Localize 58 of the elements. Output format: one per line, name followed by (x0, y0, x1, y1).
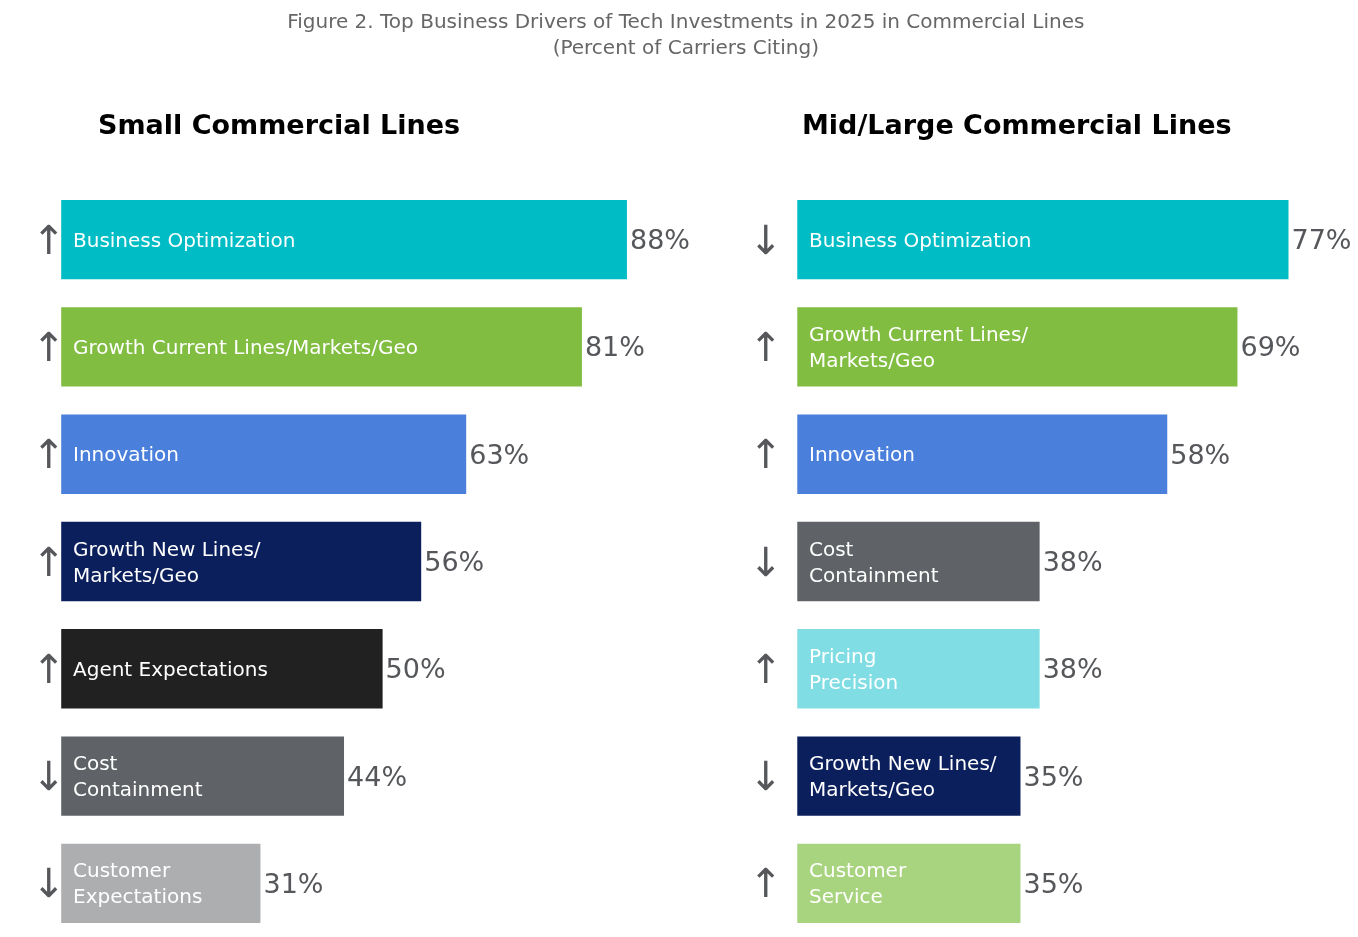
chart-subtitle: Mid/Large Commercial Lines (802, 109, 1232, 140)
y-tick-label: Pricing Precision (809, 644, 899, 694)
bar (797, 307, 1238, 387)
data-label: 50% (385, 653, 446, 685)
data-label: 88% (629, 224, 690, 256)
data-label: 35% (1023, 867, 1084, 899)
bar (797, 414, 1168, 494)
data-label: 81% (584, 331, 645, 363)
bar (797, 843, 1021, 924)
y-tick-label: Innovation (73, 442, 179, 466)
bar (61, 199, 627, 280)
data-label: 35% (1023, 760, 1084, 792)
bar (61, 307, 582, 387)
y-tick-label: Customer Expectations (73, 858, 203, 908)
y-tick-label: Business Optimization (809, 228, 1032, 252)
data-label: 44% (347, 760, 408, 792)
bar (61, 736, 345, 816)
text: ↑ (749, 646, 783, 692)
bar (797, 521, 1040, 602)
data-label: 56% (424, 546, 485, 577)
data-label: 38% (1042, 653, 1103, 685)
bar (797, 199, 1289, 280)
data-label: 31% (263, 867, 324, 899)
annotation: ↑ (32, 431, 66, 477)
data-label: 58% (1170, 438, 1231, 470)
annotation: ↑ (32, 646, 66, 692)
annotation: ↑ (32, 539, 66, 585)
y-tick-label: Growth Current Lines/ Markets/Geo (809, 322, 1029, 372)
y-tick-label: Growth Current Lines/Markets/Geo (73, 335, 419, 359)
y-tick-label: Cost Containment (73, 751, 203, 801)
text: Figure 2. Top Business Drivers of Tech Investments in 2025 in Commercial Lines (Percent of Carriers Citing) (287, 9, 1085, 60)
y-tick-label: Growth New Lines/ Markets/Geo (73, 537, 261, 587)
y-tick-label: Innovation (809, 442, 915, 466)
annotation: ↓ (32, 860, 66, 906)
bar (61, 414, 467, 494)
y-tick-label: Cost Containment (809, 537, 939, 587)
annotation: ↓ (32, 753, 66, 799)
bar (797, 629, 1040, 709)
bar (61, 843, 261, 924)
bar (61, 629, 383, 709)
data-label: 69% (1240, 331, 1301, 363)
text: ↑ (749, 431, 783, 477)
y-tick-label: Customer Service (809, 858, 907, 908)
y-tick-label: Growth New Lines/ Markets/Geo (809, 751, 997, 801)
data-label: 38% (1042, 546, 1103, 577)
bar (61, 521, 422, 602)
chart-subtitle: Small Commercial Lines (98, 109, 461, 140)
annotation: ↑ (32, 324, 66, 370)
text: ↑ (749, 860, 783, 906)
text: ↑ (749, 324, 783, 370)
text: ↓ (749, 753, 783, 799)
data-label: 77% (1291, 224, 1352, 256)
y-tick-label: Agent Expectations (73, 657, 268, 681)
y-tick-label: Business Optimization (73, 228, 296, 252)
text: ↓ (749, 217, 783, 263)
text: ↓ (749, 539, 783, 585)
annotation: ↑ (32, 217, 66, 263)
data-label: 63% (469, 438, 530, 470)
